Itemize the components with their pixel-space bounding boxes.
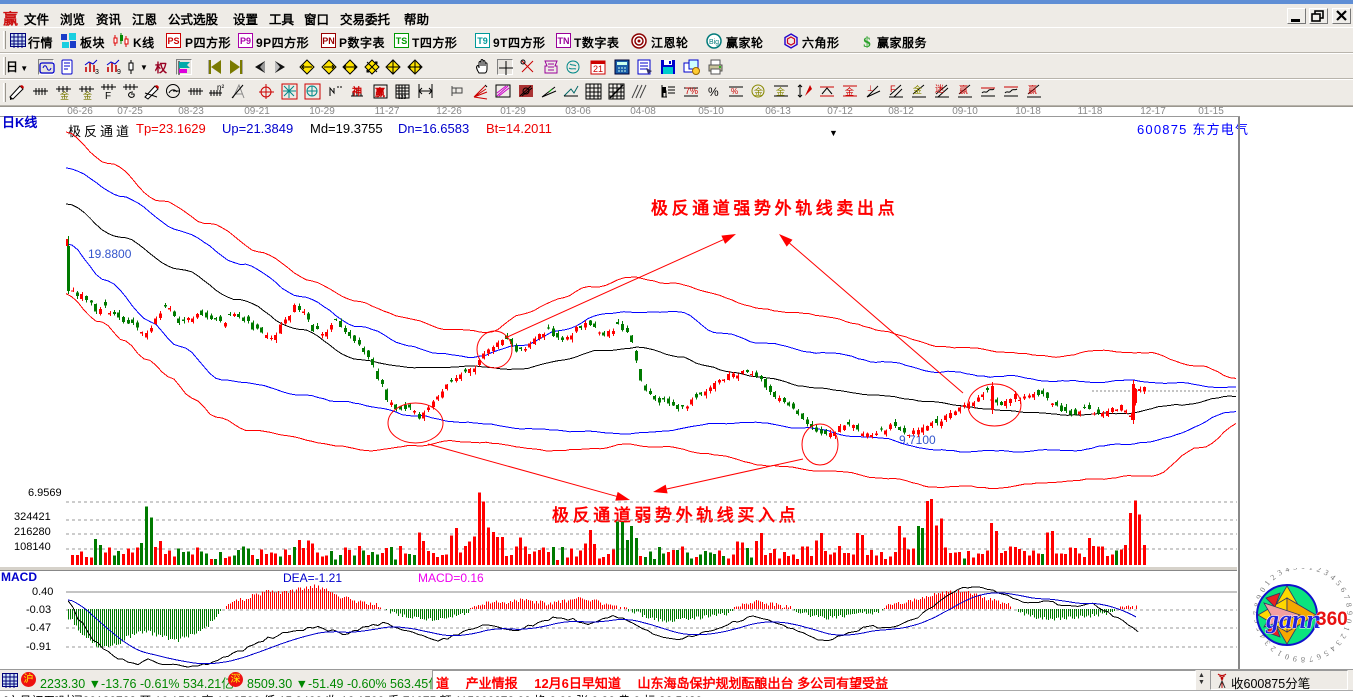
svg-text:5: 5 [1334,579,1343,588]
svg-text:4: 4 [1258,632,1268,640]
svg-text:金: 金 [845,86,854,97]
svg-text:1: 1 [1308,568,1314,572]
svg-text:1: 1 [1263,579,1272,588]
svg-text:3: 3 [1334,638,1343,647]
svg-text:TN: TN [558,36,570,46]
svg-text:PS: PS [167,36,179,46]
svg-text:%: % [731,87,738,96]
svg-text:金: 金 [83,90,92,100]
svg-text:6: 6 [1338,586,1348,594]
svg-text:0: 0 [1258,586,1268,594]
svg-text:金: 金 [913,84,922,95]
svg-text:8: 8 [1252,602,1262,608]
svg-text:3: 3 [1276,568,1284,578]
svg-text:123: 123 [398,95,407,100]
svg-text:7: 7 [1342,594,1352,601]
svg-text:2: 2 [1269,573,1278,582]
svg-text:0: 0 [1301,568,1305,571]
svg-text:0: 0 [1344,618,1353,624]
svg-text:F: F [890,84,896,94]
svg-text:9: 9 [1292,654,1298,664]
svg-text:4: 4 [1328,644,1337,653]
svg-text:gann: gann [1265,605,1321,634]
svg-text:⊥: ⊥ [867,84,874,93]
svg-text:%: % [708,85,719,99]
svg-text:F: F [105,91,111,100]
svg-text:金: 金 [776,86,785,97]
svg-text:0: 0 [1284,652,1291,662]
svg-text:5: 5 [1322,648,1330,658]
svg-text:金: 金 [754,86,763,97]
svg-text:4: 4 [1328,573,1337,582]
svg-text:4: 4 [1284,568,1291,574]
svg-text:8: 8 [1301,655,1305,664]
svg-text:2: 2 [1269,644,1278,653]
svg-text:$: $ [863,35,871,49]
svg-text:P9: P9 [240,36,251,46]
svg-text:2: 2 [1338,632,1348,640]
svg-text:9: 9 [117,69,121,75]
svg-text:3: 3 [95,69,99,75]
svg-text:迷: 迷 [935,83,944,94]
svg-text:神: 神 [352,85,362,98]
svg-text:360: 360 [1316,609,1348,630]
svg-text:1: 1 [1276,648,1284,658]
svg-text:9: 9 [1345,611,1353,615]
svg-text:3: 3 [1263,638,1272,647]
svg-text:n²: n² [217,83,224,92]
svg-text:7%: 7% [685,86,698,96]
svg-text:6: 6 [1315,652,1322,662]
svg-text:赢: 赢 [1028,84,1037,95]
svg-text:21: 21 [593,64,603,74]
svg-text:7: 7 [1308,654,1314,664]
svg-text:9: 9 [1254,594,1264,601]
svg-text:8: 8 [1344,602,1353,608]
svg-text:赢: 赢 [375,86,385,99]
svg-text:金: 金 [60,90,69,100]
svg-text:2: 2 [1315,568,1322,574]
svg-text:PN: PN [322,36,335,46]
svg-text:1: 1 [1342,625,1352,632]
svg-text:TS: TS [396,36,408,46]
svg-text:Big: Big [709,39,719,46]
svg-text:▼: ▼ [140,63,148,72]
svg-text:5: 5 [1292,568,1298,572]
svg-text:T9: T9 [477,36,488,46]
svg-text:赢: 赢 [959,84,968,95]
svg-text:3: 3 [1322,568,1330,578]
